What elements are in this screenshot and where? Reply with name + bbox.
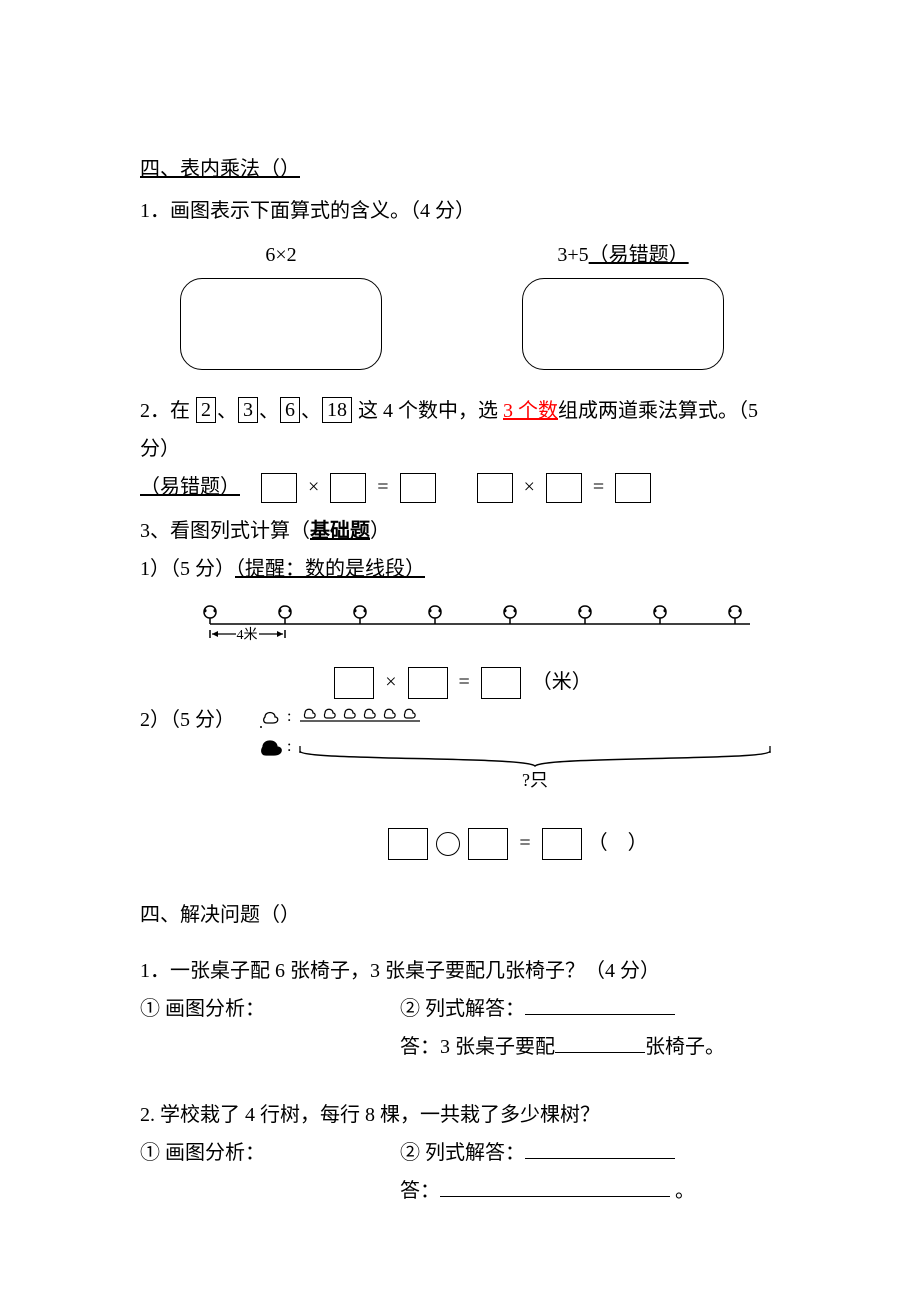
s2-q2-ans-blank[interactable] bbox=[440, 1174, 670, 1197]
q2-eq1-op: × bbox=[308, 476, 319, 498]
q2-num-3: 6 bbox=[280, 397, 300, 423]
q3-title: 3、看图列式计算（基础题） bbox=[140, 512, 780, 550]
q3-1-hint: （提醒：数的是线段） bbox=[235, 558, 425, 580]
q2-num-2: 3 bbox=[238, 397, 258, 423]
q2-eq1-b[interactable] bbox=[330, 473, 366, 503]
section1-title: 四、表内乘法（） bbox=[140, 150, 780, 188]
s2-q1-answer: 答：3 张桌子要配 张椅子。 bbox=[400, 1028, 780, 1066]
svg-text::: : bbox=[287, 738, 291, 755]
s2-q2-stem: 2. 学校栽了 4 行树，每行 8 棵，一共栽了多少棵树？ bbox=[140, 1096, 780, 1134]
tree-line-diagram: 4米 bbox=[200, 594, 760, 644]
q3-1-unit: （米） bbox=[532, 671, 592, 693]
s2-q1: 1．一张桌子配 6 张椅子，3 张桌子要配几张椅子？（4 分） ① 画图分析： … bbox=[140, 952, 780, 1066]
s2-q2-ans-pre: 答： bbox=[400, 1180, 440, 1202]
q3-title-post: ） bbox=[370, 520, 390, 542]
q1-left-label: 6×2 bbox=[265, 236, 296, 274]
s2-q2-col2-label: ② 列式解答： bbox=[400, 1142, 525, 1164]
s2-q2-subrow: ① 画图分析： ② 列式解答： bbox=[140, 1134, 780, 1172]
q1-left-answer-box[interactable] bbox=[180, 278, 382, 370]
section2-title: 四、解决问题（） bbox=[140, 896, 780, 934]
q2-mid: 这 4 个数中，选 bbox=[358, 400, 498, 422]
q1-stem: 1．画图表示下面算式的含义。（4 分） bbox=[140, 192, 780, 230]
s2-q1-col2: ② 列式解答： bbox=[400, 990, 675, 1028]
s2-q1-ans-post: 张椅子。 bbox=[645, 1036, 725, 1058]
q3-2-paren: （ ） bbox=[588, 832, 648, 854]
s2-q2-answer: 答： 。 bbox=[400, 1172, 780, 1210]
s2-q1-col2-label: ② 列式解答： bbox=[400, 998, 525, 1020]
s2-q1-ans-pre: 答：3 张桌子要配 bbox=[400, 1036, 555, 1058]
q1-boxes: 6×2 3+5（易错题） bbox=[180, 236, 780, 370]
q1-right-note: （易错题） bbox=[589, 244, 689, 266]
q3-2-figure: : : ?只 bbox=[255, 701, 775, 862]
q3-2-c[interactable] bbox=[542, 828, 582, 860]
q1-right-label: 3+5（易错题） bbox=[557, 236, 688, 274]
q2-eq2-op: × bbox=[524, 476, 535, 498]
q3-1-equation: × = （米） bbox=[140, 663, 780, 701]
s2-q2-col1: ① 画图分析： bbox=[140, 1134, 400, 1172]
q1-right-answer-box[interactable] bbox=[522, 278, 724, 370]
q3-2-b[interactable] bbox=[468, 828, 508, 860]
s2-q1-stem: 1．一张桌子配 6 张椅子，3 张桌子要配几张椅子？（4 分） bbox=[140, 952, 780, 990]
q1-right-col: 3+5（易错题） bbox=[522, 236, 724, 370]
duck-diagram: : : ?只 bbox=[255, 701, 775, 811]
q3-2-equation: = （ ） bbox=[255, 824, 775, 862]
q2-eq2-b[interactable] bbox=[546, 473, 582, 503]
s2-q1-subrow: ① 画图分析： ② 列式解答： bbox=[140, 990, 780, 1028]
worksheet-page: 四、表内乘法（） 1．画图表示下面算式的含义。（4 分） 6×2 3+5（易错题… bbox=[0, 0, 920, 1302]
s2-q2: 2. 学校栽了 4 行树，每行 8 棵，一共栽了多少棵树？ ① 画图分析： ② … bbox=[140, 1096, 780, 1210]
q2-eq2: × = bbox=[471, 468, 658, 506]
tree-icons bbox=[204, 606, 741, 624]
q2-eq1-a[interactable] bbox=[261, 473, 297, 503]
q2-red: 3 个数 bbox=[503, 400, 558, 422]
q1-right-prefix: 3+5 bbox=[557, 244, 588, 266]
q3-1-op: × bbox=[385, 671, 396, 693]
duck-icons bbox=[304, 709, 415, 718]
q2-eq1-eq: = bbox=[377, 476, 388, 498]
q3-2-question: ?只 bbox=[522, 770, 548, 790]
q2-num-1: 2 bbox=[196, 397, 216, 423]
s2-q1-col1: ① 画图分析： bbox=[140, 990, 400, 1028]
q2-note: （易错题） bbox=[140, 476, 240, 498]
q3-2-eq: = bbox=[519, 832, 530, 854]
q3-2-a[interactable] bbox=[388, 828, 428, 860]
q3-1-c[interactable] bbox=[481, 667, 521, 699]
q1-left-col: 6×2 bbox=[180, 236, 382, 370]
q3-1-b[interactable] bbox=[408, 667, 448, 699]
q2-eq2-eq: = bbox=[593, 476, 604, 498]
svg-text::: : bbox=[287, 708, 291, 725]
q2-num-4: 18 bbox=[322, 397, 352, 423]
q2-row2: （易错题） × = × = bbox=[140, 468, 780, 506]
q2-stem: 2．在 2、3、6、18 这 4 个数中，选 3 个数组成两道乘法算式。（5 分… bbox=[140, 392, 780, 468]
s2-q2-expr-blank[interactable] bbox=[525, 1136, 675, 1159]
q3-1-eq: = bbox=[459, 671, 470, 693]
segment-label: 4米 bbox=[237, 627, 258, 643]
q2-eq1-c[interactable] bbox=[400, 473, 436, 503]
q3-1-a[interactable] bbox=[334, 667, 374, 699]
s2-q1-expr-blank[interactable] bbox=[525, 992, 675, 1015]
q3-1-label-row: 1）（5 分）（提醒：数的是线段） bbox=[140, 550, 780, 588]
q3-title-bold: 基础题 bbox=[310, 520, 370, 542]
q2-prefix: 2．在 bbox=[140, 400, 190, 422]
s2-q2-col2: ② 列式解答： bbox=[400, 1134, 675, 1172]
q2-eq1: × = bbox=[255, 468, 442, 506]
s2-q2-ans-post: 。 bbox=[675, 1180, 695, 1202]
q3-1-figure: 4米 bbox=[200, 594, 780, 657]
s2-q1-ans-blank[interactable] bbox=[555, 1030, 645, 1053]
q3-2-op[interactable] bbox=[436, 832, 460, 856]
q2-eq2-c[interactable] bbox=[615, 473, 651, 503]
q2-eq2-a[interactable] bbox=[477, 473, 513, 503]
q3-2-row: 2）（5 分） : bbox=[140, 701, 780, 862]
q3-2-label: 2）（5 分） bbox=[140, 701, 235, 739]
q3-1-label: 1）（5 分） bbox=[140, 558, 235, 580]
q3-title-pre: 3、看图列式计算（ bbox=[140, 520, 310, 542]
